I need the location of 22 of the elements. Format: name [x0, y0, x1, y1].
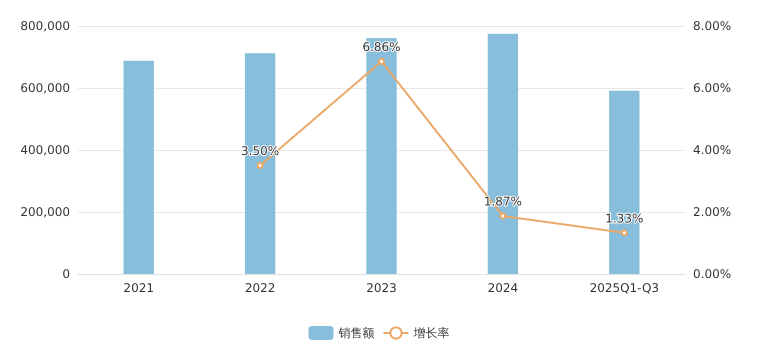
y-tick-label: 800,000: [20, 19, 70, 33]
x-tick-label: 2021: [123, 281, 154, 295]
x-tick-label: 2022: [244, 281, 276, 295]
y2-tick-label: 2.00%: [693, 205, 732, 219]
bar: [124, 60, 154, 274]
legend-label: 增长率: [412, 326, 450, 340]
x-tick-label: 2025Q1-Q3: [590, 281, 660, 295]
y2-tick-label: 4.00%: [693, 143, 732, 157]
y2-tick-label: 0.00%: [693, 267, 732, 281]
point: [378, 58, 385, 65]
x-tick-label: 2023: [366, 281, 397, 295]
point: [256, 162, 264, 169]
legend-label: 销售额: [338, 326, 374, 340]
y2-tick-label: 8.00%: [693, 19, 732, 33]
y-tick-label: 400,000: [20, 143, 70, 157]
y-tick-label: 0: [62, 267, 70, 281]
x-tick-label: 2024: [488, 281, 518, 295]
point: [499, 212, 506, 220]
point: [620, 229, 628, 236]
y2-tick-label: 6.00%: [693, 81, 732, 95]
y-tick-label: 200,000: [20, 205, 70, 219]
y-tick-label: 600,000: [20, 81, 70, 95]
